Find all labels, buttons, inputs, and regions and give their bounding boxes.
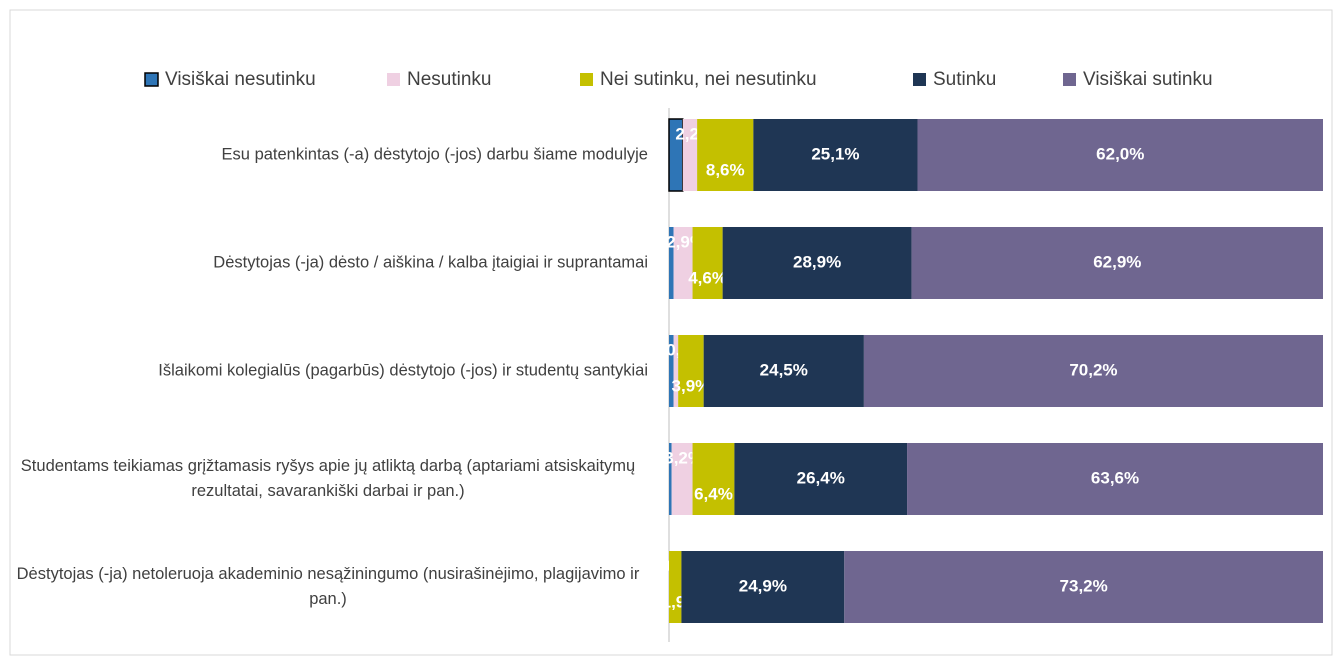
bar-segment bbox=[697, 119, 754, 191]
data-label: 24,5% bbox=[760, 360, 808, 379]
data-label: 70,2% bbox=[1069, 360, 1117, 379]
bar-segment bbox=[671, 443, 693, 515]
bar-segment bbox=[692, 227, 723, 299]
legend-label: Visiškai sutinku bbox=[1083, 69, 1213, 90]
legend-label: Nei sutinku, nei nesutinku bbox=[600, 69, 817, 90]
data-label: 26,4% bbox=[797, 468, 845, 487]
bar-segment bbox=[673, 227, 693, 299]
bar-segment bbox=[844, 551, 1323, 623]
legend-swatch bbox=[144, 72, 159, 87]
bar-segment bbox=[669, 551, 682, 623]
bar-segment bbox=[703, 335, 864, 407]
category-label: Esu patenkintas (-a) dėstytojo (-jos) da… bbox=[221, 145, 648, 164]
data-label: 62,9% bbox=[1093, 252, 1141, 271]
bar-segment bbox=[863, 335, 1323, 407]
data-label: 6,4% bbox=[694, 484, 733, 503]
legend-swatch bbox=[1063, 73, 1076, 86]
legend-label: Sutinku bbox=[933, 69, 996, 90]
bar-segment bbox=[669, 335, 674, 407]
bar-segment bbox=[917, 119, 1323, 191]
bar-segment bbox=[678, 335, 704, 407]
bar-segment bbox=[734, 443, 908, 515]
bar-segment bbox=[911, 227, 1323, 299]
bar-segment bbox=[692, 443, 735, 515]
data-label: 25,1% bbox=[811, 144, 859, 163]
bar-segment bbox=[682, 119, 698, 191]
data-label: 28,9% bbox=[793, 252, 841, 271]
bar-segment bbox=[669, 443, 672, 515]
bar-segment bbox=[753, 119, 918, 191]
chart-frame bbox=[9, 9, 1333, 656]
bar-segment bbox=[673, 335, 679, 407]
bar-segment bbox=[681, 551, 845, 623]
data-label: 3,9% bbox=[672, 376, 711, 395]
data-label: 73,2% bbox=[1060, 576, 1108, 595]
category-label-box: Išlaikomi kolegialūs (pagarbūs) dėstytoj… bbox=[8, 359, 648, 384]
bar-segment bbox=[669, 227, 674, 299]
legend-swatch bbox=[580, 73, 593, 86]
legend-label: Nesutinku bbox=[407, 69, 492, 90]
bar-segment bbox=[907, 443, 1323, 515]
legend-label: Visiškai nesutinku bbox=[165, 69, 316, 90]
legend-swatch bbox=[913, 73, 926, 86]
category-label: Dėstytojas (-ja) dėsto / aiškina / kalba… bbox=[213, 253, 648, 272]
data-label: 62,0% bbox=[1096, 144, 1144, 163]
data-label: 4,6% bbox=[688, 268, 727, 287]
data-label: 8,6% bbox=[706, 160, 745, 179]
category-label: Studentams teikiamas grįžtamasis ryšys a… bbox=[20, 457, 636, 500]
category-label-box: Esu patenkintas (-a) dėstytojo (-jos) da… bbox=[8, 143, 648, 168]
data-label: 24,9% bbox=[739, 576, 787, 595]
data-label: 63,6% bbox=[1091, 468, 1139, 487]
category-label: Dėstytojas (-ja) netoleruoja akademinio … bbox=[16, 565, 640, 608]
category-label: Išlaikomi kolegialūs (pagarbūs) dėstytoj… bbox=[158, 361, 648, 380]
category-label-box: Studentams teikiamas grįžtamasis ryšys a… bbox=[8, 454, 648, 504]
category-label-box: Dėstytojas (-ja) dėsto / aiškina / kalba… bbox=[8, 251, 648, 276]
category-label-box: Dėstytojas (-ja) netoleruoja akademinio … bbox=[8, 562, 648, 612]
legend-swatch bbox=[387, 73, 400, 86]
bar-segment bbox=[722, 227, 912, 299]
